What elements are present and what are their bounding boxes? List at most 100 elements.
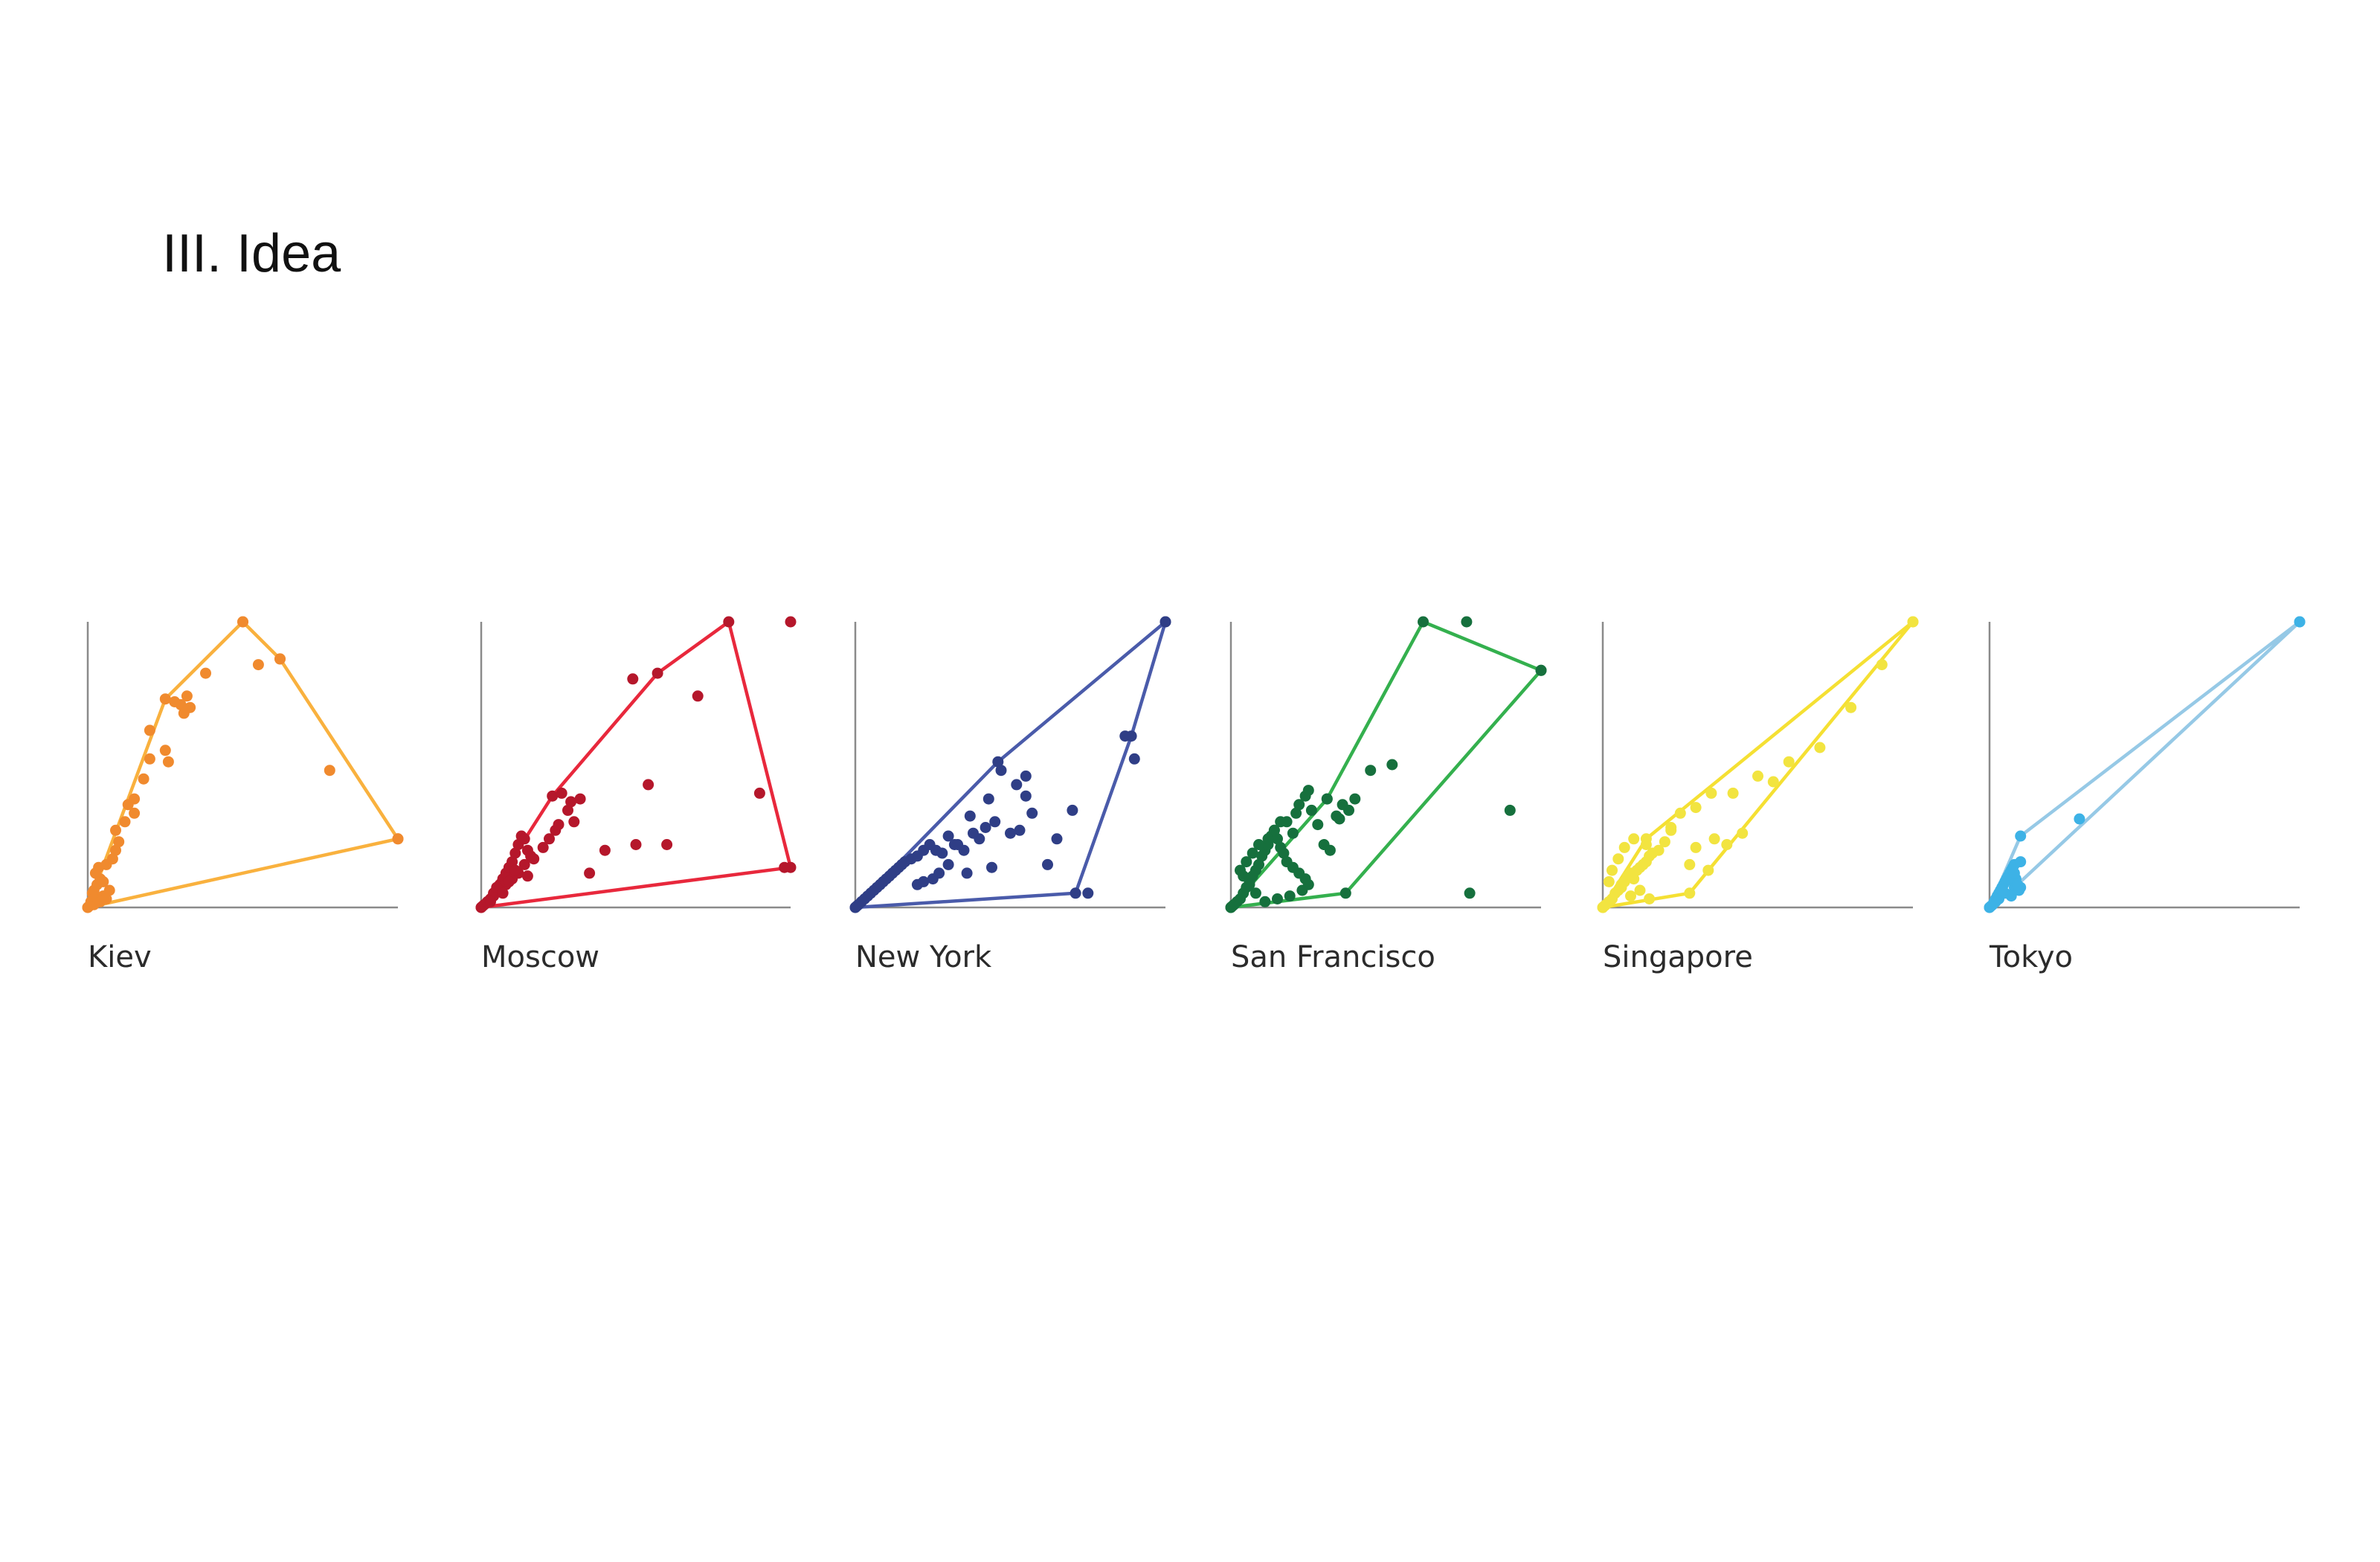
data-point	[599, 844, 611, 856]
data-point	[1684, 858, 1696, 870]
data-point	[980, 822, 991, 833]
data-point	[1293, 799, 1305, 811]
data-point	[1296, 884, 1308, 896]
new-york-plot: New York	[849, 616, 1171, 974]
data-point	[630, 839, 642, 850]
data-point	[184, 701, 196, 713]
data-point	[1653, 844, 1665, 856]
data-point	[1767, 776, 1779, 788]
data-point	[1349, 793, 1361, 805]
data-point	[1290, 807, 1302, 819]
data-point	[2074, 813, 2085, 825]
data-point	[1727, 787, 1739, 799]
data-point	[1628, 873, 1640, 885]
data-point	[1259, 896, 1271, 907]
data-point	[1272, 833, 1283, 845]
data-point	[503, 875, 515, 887]
slide-title: III. Idea	[162, 224, 341, 283]
data-point	[961, 867, 973, 879]
data-point	[252, 659, 264, 671]
data-point	[568, 816, 580, 828]
data-point	[1305, 804, 1317, 816]
data-point	[181, 690, 193, 702]
data-point	[1907, 616, 1919, 628]
data-point	[497, 887, 509, 899]
data-point	[1253, 839, 1264, 850]
data-point	[1659, 836, 1670, 848]
data-point	[2015, 856, 2027, 868]
data-point	[1461, 616, 1473, 628]
data-point	[952, 839, 964, 850]
data-point	[110, 824, 121, 836]
data-point	[1281, 816, 1293, 828]
data-point	[159, 745, 171, 756]
data-point	[392, 833, 404, 845]
data-point	[553, 819, 565, 831]
moscow-plot: Moscow	[475, 616, 797, 974]
data-point	[1262, 833, 1274, 845]
hull-vertex	[992, 756, 1004, 768]
data-point	[485, 896, 496, 907]
data-point	[982, 793, 994, 805]
data-point	[518, 833, 530, 845]
data-point	[1343, 804, 1354, 816]
data-point	[1235, 864, 1246, 876]
san-francisco-plot: San Francisco	[1225, 616, 1547, 974]
data-point	[1067, 804, 1078, 816]
data-point	[968, 827, 979, 839]
data-point	[144, 724, 155, 736]
data-point	[1302, 785, 1314, 797]
data-point	[1737, 827, 1749, 839]
hull-vertex	[547, 790, 559, 802]
data-point	[1615, 881, 1627, 893]
data-point	[144, 753, 155, 765]
hull-outline	[480, 620, 793, 910]
data-point	[138, 773, 149, 785]
data-point	[1253, 858, 1264, 870]
data-point	[565, 796, 577, 808]
data-point	[964, 810, 976, 822]
data-point	[1665, 822, 1677, 833]
data-point	[574, 793, 586, 805]
data-point	[1625, 890, 1636, 902]
data-point	[627, 673, 639, 685]
data-point	[1247, 847, 1258, 859]
data-point	[1606, 864, 1618, 876]
data-point	[1082, 887, 1094, 899]
data-point	[1783, 756, 1795, 768]
data-point	[1504, 804, 1516, 816]
hull-vertex	[1339, 887, 1351, 899]
data-point	[537, 841, 549, 853]
data-point	[1876, 659, 1888, 671]
data-point	[1051, 833, 1063, 845]
data-point	[1042, 858, 1053, 870]
data-point	[986, 861, 997, 873]
data-point	[1814, 742, 1826, 753]
data-point	[1312, 819, 1324, 831]
data-point	[584, 867, 596, 879]
data-point	[1026, 807, 1038, 819]
data-point	[1014, 824, 1026, 836]
data-point	[1272, 893, 1283, 904]
data-point	[1628, 833, 1640, 845]
city-label: New York	[855, 940, 992, 974]
data-point	[119, 816, 131, 828]
data-point	[643, 779, 654, 791]
hull-outline	[1229, 620, 1543, 910]
data-point	[1996, 884, 2008, 896]
data-point	[521, 870, 533, 882]
data-point	[1119, 730, 1131, 742]
data-point	[1674, 807, 1686, 819]
data-point	[1705, 787, 1717, 799]
city-label: Tokyo	[1989, 940, 2073, 974]
data-point	[1634, 884, 1646, 896]
hull-vertex	[2015, 830, 2027, 842]
data-point	[2005, 890, 2017, 902]
data-point	[1160, 616, 1171, 628]
data-point	[1128, 753, 1140, 765]
data-point	[1386, 759, 1398, 771]
city-label: Kiev	[88, 940, 152, 974]
data-point	[1708, 833, 1720, 845]
hull-vertex	[1684, 887, 1696, 899]
